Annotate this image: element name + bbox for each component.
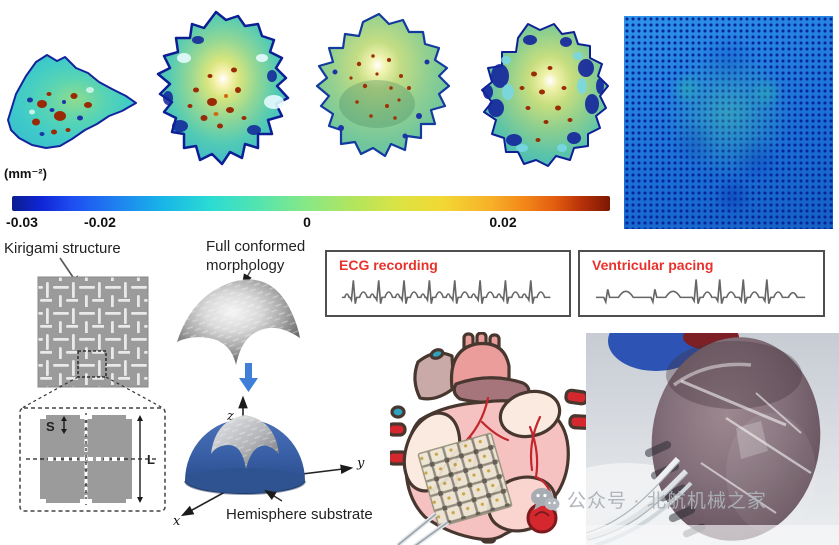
curvature-map-full-wrap xyxy=(481,23,609,167)
transfer-arrow-icon xyxy=(239,363,258,392)
full-conformed-morphology-label: Full conformed morphology xyxy=(206,238,306,274)
conformal-wrapping-schematic: z y x xyxy=(173,269,365,529)
watermark-text: 公众号 · 北航机械之家 xyxy=(567,491,767,512)
wechat-icon xyxy=(531,487,560,512)
unit-cell-callout xyxy=(77,350,107,378)
hemisphere-substrate-label: Hemisphere substrate xyxy=(226,506,373,523)
ecg-recording-panel: ECG recording xyxy=(325,250,571,317)
ecg-recording-waveform xyxy=(341,280,551,304)
dimension-l-label: L xyxy=(147,452,155,467)
curvature-map-flat-sheet xyxy=(7,54,137,149)
kirigami-schematic: S L xyxy=(19,257,166,512)
colorbar-tick: -0.03 xyxy=(6,214,38,230)
dimension-s-label: S xyxy=(46,419,55,434)
colorbar-tick: 0.02 xyxy=(489,214,517,230)
watermark: 公众号 · 北航机械之家 xyxy=(530,486,767,513)
lead-wires xyxy=(396,512,450,545)
curvature-map-mid-wrap xyxy=(315,12,451,158)
glove xyxy=(608,333,704,371)
explanted-heart xyxy=(651,337,821,541)
ventricular-pacing-title: Ventricular pacing xyxy=(592,257,714,273)
fea-vector-field-plot xyxy=(624,16,833,229)
conformed-shell xyxy=(177,279,300,365)
curvature-map-early-wrap xyxy=(156,10,290,166)
colorbar-gradient xyxy=(12,196,610,211)
kirigami-structure-label: Kirigami structure xyxy=(4,240,121,257)
colorbar-tick: -0.02 xyxy=(84,214,116,230)
axis-z-label: z xyxy=(226,409,234,424)
ventricular-pacing-waveform xyxy=(595,279,806,305)
hemisphere-substrate xyxy=(184,415,306,495)
axis-y-label: y xyxy=(356,456,365,471)
heart-device-illustration xyxy=(390,332,593,545)
ecg-recording-title: ECG recording xyxy=(339,257,438,273)
ventricular-pacing-panel: Ventricular pacing xyxy=(578,250,825,317)
film-highlights xyxy=(672,362,812,514)
kirigami-sheet xyxy=(37,276,149,388)
mesh-electrode-patch xyxy=(417,432,513,528)
colorbar-tick: 0 xyxy=(303,214,311,230)
axis-x-label: x xyxy=(173,514,181,529)
colorbar-unit-label: (mm⁻²) xyxy=(4,166,47,181)
curvature-hotspots xyxy=(32,92,92,135)
heart-device-photo xyxy=(586,333,839,545)
